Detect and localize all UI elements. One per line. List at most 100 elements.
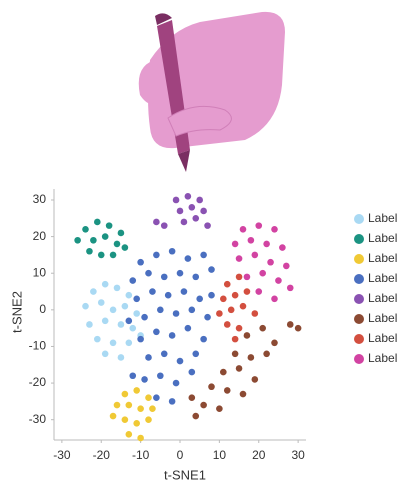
point <box>125 291 133 299</box>
point <box>216 405 223 413</box>
point <box>188 368 196 376</box>
point <box>223 387 231 394</box>
point <box>243 273 251 281</box>
x-tick-label: -10 <box>132 448 150 462</box>
point <box>157 372 164 380</box>
point <box>294 324 302 332</box>
point <box>200 251 207 259</box>
point <box>176 269 184 277</box>
point <box>117 229 125 237</box>
point <box>279 244 286 251</box>
point <box>180 288 188 295</box>
point <box>251 310 259 317</box>
point <box>235 365 243 372</box>
legend-marker <box>354 294 364 304</box>
point <box>286 321 294 328</box>
point <box>239 390 247 398</box>
point <box>243 288 251 295</box>
x-tick-label: 20 <box>252 448 266 462</box>
point <box>137 405 144 413</box>
point <box>283 262 290 270</box>
point <box>172 310 180 317</box>
point <box>113 240 121 248</box>
point <box>196 196 203 204</box>
point <box>141 376 148 383</box>
point <box>251 251 259 259</box>
point <box>94 335 101 343</box>
legend-label: Label <box>368 311 397 325</box>
point <box>105 222 113 229</box>
point <box>121 302 129 310</box>
point <box>255 288 263 295</box>
point <box>133 295 140 303</box>
point <box>192 214 200 222</box>
point <box>82 225 89 233</box>
y-tick-label: -10 <box>29 339 47 353</box>
point <box>208 383 215 391</box>
point <box>90 236 97 244</box>
point <box>247 236 255 244</box>
point <box>137 258 144 266</box>
point <box>271 225 278 233</box>
point <box>125 339 133 347</box>
point <box>153 251 160 259</box>
point <box>243 332 251 339</box>
point <box>176 357 184 365</box>
point <box>200 335 207 343</box>
point <box>101 280 109 288</box>
point <box>145 416 152 423</box>
point <box>251 376 259 383</box>
point <box>286 284 294 292</box>
point <box>239 302 247 310</box>
point <box>145 354 152 361</box>
point <box>129 324 137 332</box>
point <box>153 328 160 336</box>
point <box>208 266 215 273</box>
point <box>117 354 125 361</box>
point <box>109 412 117 420</box>
point <box>188 204 196 211</box>
point <box>145 394 152 402</box>
point <box>235 324 243 332</box>
point <box>267 258 274 266</box>
point <box>133 387 140 394</box>
point <box>101 317 109 325</box>
point <box>247 354 255 361</box>
point <box>121 390 129 398</box>
point <box>220 295 227 303</box>
legend-label: Label <box>368 251 397 265</box>
point <box>97 251 105 259</box>
point <box>125 401 133 409</box>
legend-label: Label <box>368 291 397 305</box>
point <box>164 291 172 299</box>
point <box>259 324 266 332</box>
legend-marker <box>354 234 364 244</box>
point <box>153 394 160 402</box>
x-axis-label: t-SNE1 <box>164 467 206 482</box>
point <box>168 332 176 339</box>
point <box>94 218 101 226</box>
point <box>184 324 192 332</box>
point <box>129 277 137 284</box>
point <box>101 350 109 358</box>
point <box>160 273 168 281</box>
point <box>176 207 184 215</box>
x-tick-label: 10 <box>213 448 227 462</box>
point <box>231 335 239 343</box>
legend-marker <box>354 314 364 324</box>
point <box>97 299 105 306</box>
point <box>223 321 231 328</box>
point <box>172 196 180 204</box>
point <box>204 313 211 321</box>
point <box>188 306 196 314</box>
point <box>172 379 180 387</box>
point <box>192 273 200 281</box>
point <box>133 420 140 427</box>
legend-marker <box>354 334 364 344</box>
point <box>168 398 176 405</box>
point <box>200 401 207 409</box>
point <box>196 295 203 303</box>
point <box>137 434 144 442</box>
point <box>149 405 156 413</box>
